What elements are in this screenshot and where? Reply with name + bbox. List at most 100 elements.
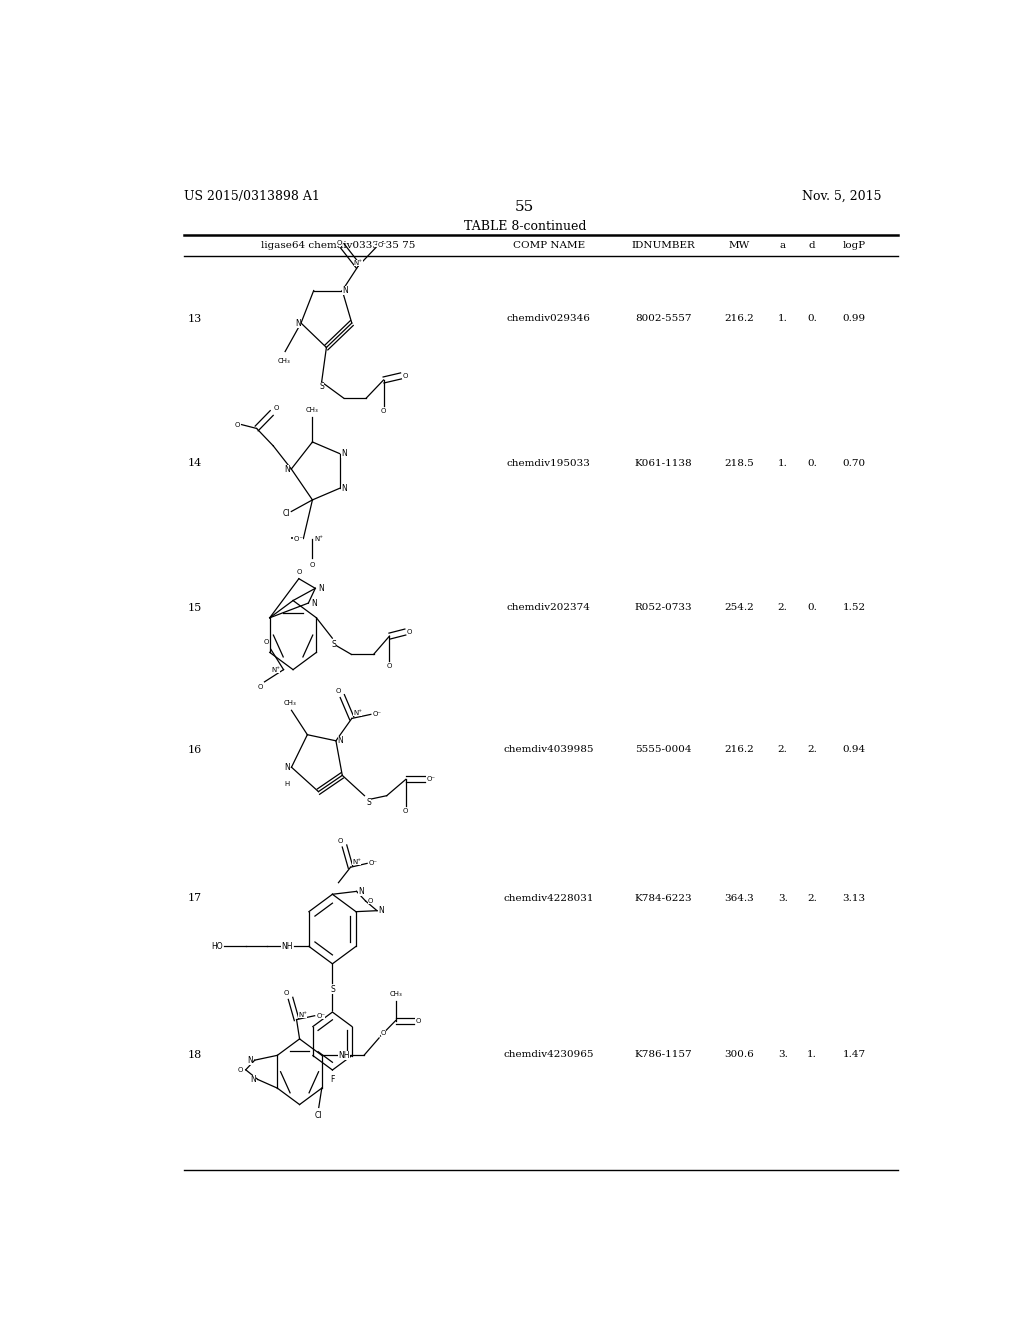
Text: O: O <box>284 990 289 997</box>
Text: N⁺: N⁺ <box>271 667 281 673</box>
Text: O: O <box>258 684 263 690</box>
Text: S: S <box>330 985 335 994</box>
Text: N: N <box>311 598 317 607</box>
Text: US 2015/0313898 A1: US 2015/0313898 A1 <box>183 190 319 202</box>
Text: 14: 14 <box>187 458 202 469</box>
Text: NH: NH <box>338 1051 350 1060</box>
Text: O: O <box>416 1018 421 1023</box>
Text: O⁻: O⁻ <box>369 861 378 866</box>
Text: CH₃: CH₃ <box>389 991 402 998</box>
Text: 3.13: 3.13 <box>843 894 865 903</box>
Text: O: O <box>402 374 408 379</box>
Text: K784-6223: K784-6223 <box>635 894 692 903</box>
Text: N: N <box>341 449 347 458</box>
Text: N: N <box>284 465 290 474</box>
Text: O: O <box>337 240 342 246</box>
Text: N: N <box>342 286 348 296</box>
Text: MW: MW <box>728 242 750 251</box>
Text: O: O <box>407 630 413 635</box>
Text: 218.5: 218.5 <box>724 459 754 467</box>
Text: N: N <box>251 1074 256 1084</box>
Text: 216.2: 216.2 <box>724 746 754 755</box>
Text: 15: 15 <box>187 603 202 612</box>
Text: IDNUMBER: IDNUMBER <box>632 242 695 251</box>
Text: N: N <box>358 887 364 896</box>
Text: chemdiv195033: chemdiv195033 <box>507 459 591 467</box>
Text: O: O <box>387 663 392 668</box>
Text: CH₃: CH₃ <box>306 407 318 413</box>
Text: 0.99: 0.99 <box>843 314 865 323</box>
Text: 364.3: 364.3 <box>724 894 754 903</box>
Text: 216.2: 216.2 <box>724 314 754 323</box>
Text: Cl: Cl <box>283 510 290 517</box>
Text: 0.94: 0.94 <box>843 746 865 755</box>
Text: 13: 13 <box>187 314 202 323</box>
Text: chemdiv029346: chemdiv029346 <box>507 314 591 323</box>
Text: 2.: 2. <box>807 746 817 755</box>
Text: O⁻: O⁻ <box>373 711 382 717</box>
Text: R052-0733: R052-0733 <box>635 603 692 612</box>
Text: 0.: 0. <box>807 314 817 323</box>
Text: 254.2: 254.2 <box>724 603 754 612</box>
Text: 2.: 2. <box>778 746 787 755</box>
Text: •O⁻: •O⁻ <box>290 536 303 541</box>
Text: K061-1138: K061-1138 <box>635 459 692 467</box>
Text: 1.47: 1.47 <box>843 1051 865 1060</box>
Text: N⁺: N⁺ <box>314 536 323 541</box>
Text: O: O <box>381 408 386 414</box>
Text: 55: 55 <box>515 201 535 214</box>
Text: O: O <box>238 1067 244 1073</box>
Text: 2.: 2. <box>807 894 817 903</box>
Text: chemdiv4039985: chemdiv4039985 <box>504 746 594 755</box>
Text: 1.: 1. <box>778 459 787 467</box>
Text: N⁺: N⁺ <box>353 710 362 717</box>
Text: F: F <box>331 1074 335 1084</box>
Text: N: N <box>284 763 290 772</box>
Text: O⁻: O⁻ <box>426 776 435 783</box>
Text: O: O <box>234 421 240 428</box>
Text: TABLE 8-continued: TABLE 8-continued <box>464 220 586 234</box>
Text: ligase64 chemdiv0333435 75: ligase64 chemdiv0333435 75 <box>261 242 416 251</box>
Text: 17: 17 <box>187 894 202 903</box>
Text: O: O <box>296 569 301 574</box>
Text: d: d <box>809 242 815 251</box>
Text: O: O <box>403 808 409 814</box>
Text: 300.6: 300.6 <box>724 1051 754 1060</box>
Text: O: O <box>264 639 269 645</box>
Text: 0.: 0. <box>807 603 817 612</box>
Text: S: S <box>319 381 324 391</box>
Text: O: O <box>335 688 341 694</box>
Text: O: O <box>368 898 374 904</box>
Text: O⁻: O⁻ <box>316 1012 326 1019</box>
Text: N: N <box>379 907 384 915</box>
Text: NH: NH <box>281 942 292 950</box>
Text: N: N <box>341 484 347 492</box>
Text: 18: 18 <box>187 1049 202 1060</box>
Text: N: N <box>248 1056 253 1065</box>
Text: CH₃: CH₃ <box>284 700 296 706</box>
Text: HO: HO <box>211 942 223 950</box>
Text: chemdiv4228031: chemdiv4228031 <box>504 894 594 903</box>
Text: 8002-5557: 8002-5557 <box>636 314 692 323</box>
Text: O: O <box>273 405 279 411</box>
Text: a: a <box>779 242 785 251</box>
Text: O: O <box>338 838 343 843</box>
Text: 5555-0004: 5555-0004 <box>636 746 692 755</box>
Text: O⁻: O⁻ <box>377 242 386 248</box>
Text: N⁺: N⁺ <box>352 859 361 866</box>
Text: N: N <box>338 737 343 746</box>
Text: N: N <box>318 583 325 593</box>
Text: 1.: 1. <box>807 1051 817 1060</box>
Text: 3.: 3. <box>778 1051 787 1060</box>
Text: 0.70: 0.70 <box>843 459 865 467</box>
Text: 2.: 2. <box>778 603 787 612</box>
Text: N⁺: N⁺ <box>353 260 362 267</box>
Text: Cl: Cl <box>315 1111 323 1121</box>
Text: COMP NAME: COMP NAME <box>513 242 585 251</box>
Text: 1.52: 1.52 <box>843 603 865 612</box>
Text: 3.: 3. <box>778 894 787 903</box>
Text: 16: 16 <box>187 744 202 755</box>
Text: S: S <box>367 797 371 807</box>
Text: logP: logP <box>843 242 865 251</box>
Text: CH₃: CH₃ <box>278 358 290 363</box>
